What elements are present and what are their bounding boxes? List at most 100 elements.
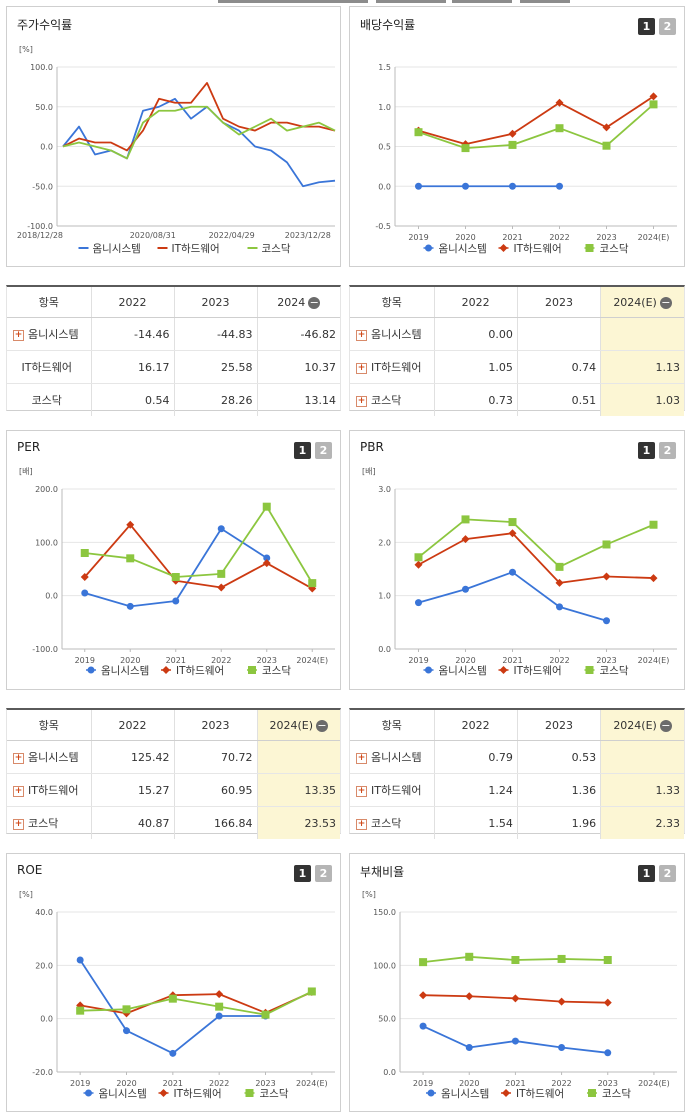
x-tick-label: 2022: [549, 233, 569, 242]
legend-label: 옴니시스템: [441, 1088, 489, 1100]
y-tick-label: 200.0: [35, 485, 58, 494]
data-point: [169, 1049, 177, 1057]
row-label: 코스닥: [371, 394, 402, 407]
page-2-button[interactable]: 2: [659, 865, 676, 882]
y-tick-label: -0.5: [375, 222, 391, 231]
table-row: + 옴니시스템 125.42 70.72: [7, 740, 340, 774]
col-header: 항목: [350, 287, 434, 318]
series-line: [84, 527, 268, 608]
cell: 0.51: [516, 383, 601, 416]
data-point: [159, 1089, 168, 1097]
data-point: [556, 182, 563, 190]
legend-label: IT하드웨어: [176, 664, 224, 677]
page-1-button[interactable]: 1: [638, 865, 655, 882]
data-point: [172, 597, 180, 605]
page-1-button[interactable]: 1: [638, 18, 655, 35]
table-row: + 옴니시스템 -14.46 -44.83 -46.82: [7, 317, 340, 351]
data-point: [461, 144, 470, 153]
data-point: [462, 585, 469, 593]
table-row: + 코스닥 40.87 166.84 23.53: [7, 806, 340, 839]
col-header: 2024(E) −: [600, 710, 684, 741]
expand-icon[interactable]: +: [13, 752, 24, 764]
expand-icon[interactable]: +: [356, 752, 367, 764]
data-point: [509, 182, 516, 190]
cell: 0.54: [90, 383, 174, 416]
x-tick-label: 2019: [413, 1079, 433, 1088]
cell: 1.13: [600, 350, 684, 384]
collapse-icon[interactable]: −: [659, 718, 672, 732]
row-label: IT하드웨어: [371, 784, 422, 797]
cell: 40.87: [90, 806, 174, 839]
data-point: [85, 1089, 92, 1097]
col-header: 항목: [350, 710, 434, 741]
data-point: [508, 140, 517, 149]
y-tick-label: 0.0: [45, 592, 58, 601]
page-1-button[interactable]: 1: [638, 442, 655, 459]
legend-label: 코스닥: [600, 243, 629, 255]
collapse-icon[interactable]: −: [316, 718, 329, 732]
data-point: [215, 1012, 223, 1020]
legend-label: IT하드웨어: [516, 1087, 564, 1100]
col-header: 항목: [7, 287, 91, 318]
data-point: [499, 666, 508, 674]
expand-icon[interactable]: +: [356, 395, 367, 407]
x-tick-label: 2021: [502, 233, 522, 242]
col-header: 2023: [516, 710, 601, 741]
expand-icon[interactable]: +: [13, 818, 24, 830]
data-point: [461, 535, 470, 544]
data-point: [215, 1002, 224, 1011]
y-tick-label: 0.5: [378, 143, 391, 152]
cell: 23.53: [256, 806, 340, 839]
expand-icon[interactable]: +: [356, 362, 367, 374]
data-point: [122, 1005, 131, 1014]
y-tick-label: 150.0: [373, 908, 396, 917]
x-tick-label: 2019: [70, 1079, 90, 1088]
cell: 1.05: [433, 350, 518, 384]
page-2-button[interactable]: 2: [315, 865, 332, 882]
data-point: [414, 553, 423, 562]
panel-title: ROE: [17, 863, 43, 877]
cell: 166.84: [173, 806, 257, 839]
row-label: 옴니시스템: [28, 751, 79, 764]
data-point: [557, 997, 566, 1006]
collapse-icon[interactable]: −: [308, 295, 321, 309]
data-point: [555, 124, 564, 133]
cell: 60.95: [173, 773, 257, 807]
col-header: 2022: [433, 287, 518, 318]
y-tick-label: 100.0: [30, 63, 53, 72]
data-point: [511, 956, 520, 964]
page-1-button[interactable]: 1: [294, 442, 311, 459]
data-point: [76, 1006, 85, 1015]
expand-icon[interactable]: +: [13, 329, 24, 341]
data-point: [603, 617, 610, 625]
series-line: [417, 518, 654, 568]
legend-label: 옴니시스템: [439, 243, 487, 255]
data-point: [509, 568, 516, 576]
x-tick-label: 2022: [209, 1079, 229, 1088]
page-2-button[interactable]: 2: [659, 18, 676, 35]
page-1-button[interactable]: 1: [294, 865, 311, 882]
expand-icon[interactable]: +: [356, 785, 367, 797]
data-point: [649, 574, 658, 583]
panel-title: PBR: [360, 440, 384, 454]
data-point: [511, 994, 520, 1003]
col-header: 2024(E) −: [256, 710, 340, 741]
table-row: IT하드웨어 16.17 25.58 10.37: [7, 350, 340, 384]
collapse-icon[interactable]: −: [659, 295, 672, 309]
y-tick-label: -100.0: [32, 645, 58, 654]
expand-icon[interactable]: +: [356, 818, 367, 830]
x-tick-label: 2021: [163, 1079, 183, 1088]
page-2-button[interactable]: 2: [315, 442, 332, 459]
data-point: [555, 578, 564, 587]
col-header: 2022: [433, 710, 518, 741]
data-point: [168, 994, 177, 1003]
table-row: + IT하드웨어 15.27 60.95 13.35: [7, 773, 340, 807]
page-2-button[interactable]: 2: [659, 442, 676, 459]
data-point: [588, 1089, 596, 1097]
table-row: + 옴니시스템 0.00: [350, 317, 684, 351]
expand-icon[interactable]: +: [13, 785, 24, 797]
expand-icon[interactable]: +: [356, 329, 367, 341]
x-tick-label: 2021: [505, 1079, 525, 1088]
